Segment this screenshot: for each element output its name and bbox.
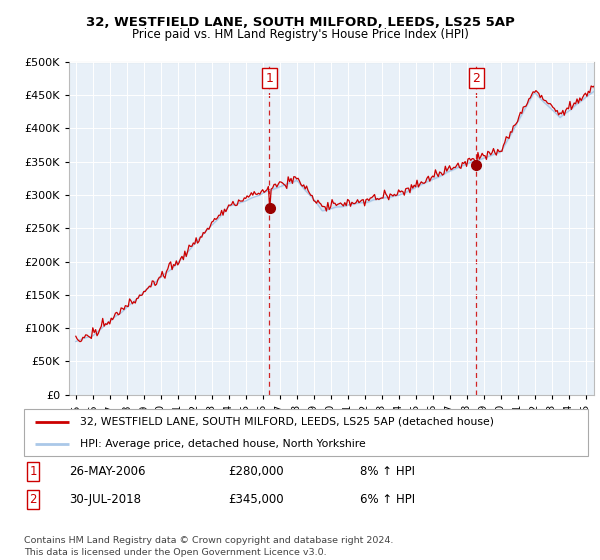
Text: 6% ↑ HPI: 6% ↑ HPI bbox=[360, 493, 415, 506]
Text: 30-JUL-2018: 30-JUL-2018 bbox=[69, 493, 141, 506]
Text: Contains HM Land Registry data © Crown copyright and database right 2024.
This d: Contains HM Land Registry data © Crown c… bbox=[24, 536, 394, 557]
Text: 26-MAY-2006: 26-MAY-2006 bbox=[69, 465, 146, 478]
Text: 1: 1 bbox=[29, 465, 37, 478]
Text: 1: 1 bbox=[266, 72, 274, 85]
Text: 2: 2 bbox=[472, 72, 481, 85]
Text: Price paid vs. HM Land Registry's House Price Index (HPI): Price paid vs. HM Land Registry's House … bbox=[131, 28, 469, 41]
Text: 2: 2 bbox=[29, 493, 37, 506]
Text: £280,000: £280,000 bbox=[228, 465, 284, 478]
Text: £345,000: £345,000 bbox=[228, 493, 284, 506]
Text: HPI: Average price, detached house, North Yorkshire: HPI: Average price, detached house, Nort… bbox=[80, 438, 366, 449]
Text: 32, WESTFIELD LANE, SOUTH MILFORD, LEEDS, LS25 5AP (detached house): 32, WESTFIELD LANE, SOUTH MILFORD, LEEDS… bbox=[80, 417, 494, 427]
Text: 8% ↑ HPI: 8% ↑ HPI bbox=[360, 465, 415, 478]
Text: 32, WESTFIELD LANE, SOUTH MILFORD, LEEDS, LS25 5AP: 32, WESTFIELD LANE, SOUTH MILFORD, LEEDS… bbox=[86, 16, 514, 29]
